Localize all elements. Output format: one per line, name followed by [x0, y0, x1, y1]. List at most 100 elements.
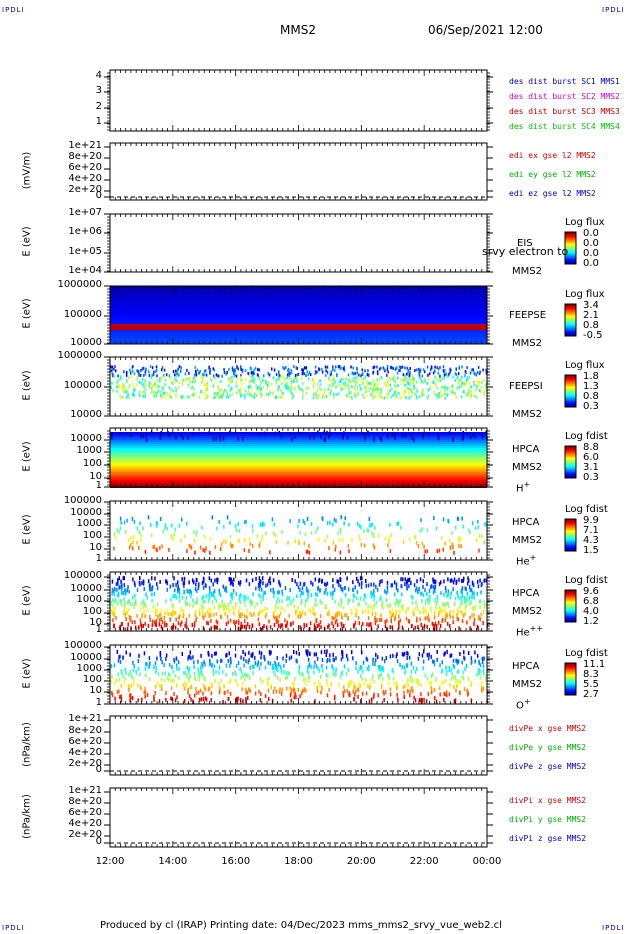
spectrogram-cell	[461, 618, 464, 623]
spectrogram-cell	[250, 603, 252, 608]
colorbar-cell	[565, 620, 576, 622]
spectrogram-cell	[392, 612, 395, 617]
spectrogram-cell	[162, 392, 165, 396]
spectrogram-cell	[428, 618, 430, 623]
spectrogram-cell	[331, 595, 334, 600]
spectrogram-cell	[200, 375, 202, 379]
spectrogram-cell	[322, 393, 324, 397]
spectrogram-cell	[316, 602, 318, 607]
spectrogram-cell	[175, 393, 177, 397]
spectrogram-cell	[110, 438, 487, 440]
spectrogram-cell	[227, 697, 230, 702]
spectrogram-cell	[154, 670, 157, 675]
spectrogram-cell	[463, 595, 466, 600]
spectrogram-cell	[465, 371, 467, 375]
spectrogram-cell	[197, 659, 199, 664]
spectrogram-cell	[444, 388, 446, 392]
spectrogram-cell	[241, 370, 244, 374]
spectrogram-cell	[192, 655, 194, 660]
spectrogram-cell	[278, 662, 280, 667]
spectrogram-cell	[359, 683, 361, 688]
spectrogram-cell	[206, 395, 209, 399]
spectrogram-cell	[131, 369, 134, 373]
spectrogram-cell	[419, 591, 422, 596]
spectrogram-cell	[213, 392, 216, 396]
spectrogram-cell	[363, 377, 365, 381]
spectrogram-cell	[274, 608, 276, 613]
colorbar-cell	[565, 232, 576, 234]
spectrogram-cell	[263, 655, 265, 660]
spectrogram-cell	[402, 652, 405, 657]
spectrogram-cell	[307, 594, 309, 599]
spectrogram-cell	[156, 586, 159, 591]
spectrogram-cell	[226, 392, 229, 396]
spectrogram-cell	[328, 392, 331, 396]
spectrogram-cell	[420, 682, 422, 687]
spectrogram-cell	[428, 597, 431, 602]
spectrogram-cell	[332, 590, 334, 595]
spectrogram-cell	[455, 579, 458, 584]
spectrogram-cell	[376, 390, 378, 394]
spectrogram-cell	[473, 595, 476, 600]
spectrogram-cell	[252, 370, 255, 374]
panel-hpca_he	[104, 500, 577, 561]
colorbar-cell	[565, 547, 576, 549]
spectrogram-cell	[344, 586, 346, 591]
colorbar-cell	[565, 549, 576, 551]
spectrogram-cell	[343, 377, 345, 381]
spectrogram-cell	[426, 396, 429, 400]
spectrogram-cell	[251, 393, 254, 397]
spectrogram-cell	[270, 650, 272, 655]
spectrogram-cell	[270, 367, 273, 371]
spectrogram-cell	[341, 670, 344, 675]
spectrogram-cell	[367, 389, 370, 393]
spectrogram-cell	[442, 547, 444, 552]
spectrogram-cell	[262, 597, 265, 602]
spectrogram-cell	[274, 533, 277, 538]
spectrogram-cell	[348, 377, 351, 381]
spectrogram-cell	[355, 366, 358, 370]
spectrogram-cell	[421, 374, 424, 378]
spectrogram-cell	[274, 686, 276, 691]
spectrogram-cell	[180, 606, 183, 611]
colorbar-cell	[565, 240, 576, 242]
spectrogram-cell	[386, 603, 389, 608]
spectrogram-cell	[175, 369, 177, 373]
spectrogram-cell	[138, 380, 141, 384]
spectrogram-cell	[250, 653, 252, 658]
spectrogram-cell	[247, 660, 249, 665]
spectrogram-cell	[463, 576, 465, 581]
spectrogram-cell	[258, 390, 261, 394]
spectrogram-cell	[472, 368, 474, 372]
spectrogram-cell	[373, 385, 375, 389]
spectrogram-cell	[153, 695, 155, 700]
spectrogram-cell	[306, 370, 308, 374]
spectrogram-cell	[366, 622, 368, 627]
spectrogram-cell	[385, 384, 388, 388]
spectrogram-cell	[433, 626, 435, 631]
spectrogram-cell	[173, 594, 175, 599]
spectrogram-cell	[345, 672, 348, 677]
spectrogram-cell	[467, 576, 469, 581]
spectrogram-cell	[335, 672, 337, 677]
spectrogram-cell	[355, 666, 357, 671]
spectrogram-cell	[411, 375, 414, 379]
spectrogram-cell	[315, 370, 317, 374]
spectrogram-cell	[308, 607, 310, 612]
spectrogram-cell	[274, 672, 276, 677]
spectrogram-cell	[422, 605, 424, 610]
spectrogram-cell	[415, 387, 418, 391]
spectrogram-cell	[269, 550, 271, 555]
spectrogram-cell	[340, 530, 342, 535]
spectrogram-cell	[458, 538, 460, 543]
spectrogram-cell	[366, 657, 369, 662]
spectrogram-cell	[110, 460, 487, 462]
spectrogram-cell	[449, 578, 452, 583]
spectrogram-cell	[285, 653, 288, 658]
spectrogram-cell	[308, 626, 311, 631]
spectrogram-cell	[218, 591, 221, 596]
spectrogram-cell	[258, 583, 261, 588]
spectrogram-cell	[334, 368, 336, 372]
spectrogram-cell	[433, 381, 435, 385]
spectrogram-cell	[289, 601, 292, 606]
